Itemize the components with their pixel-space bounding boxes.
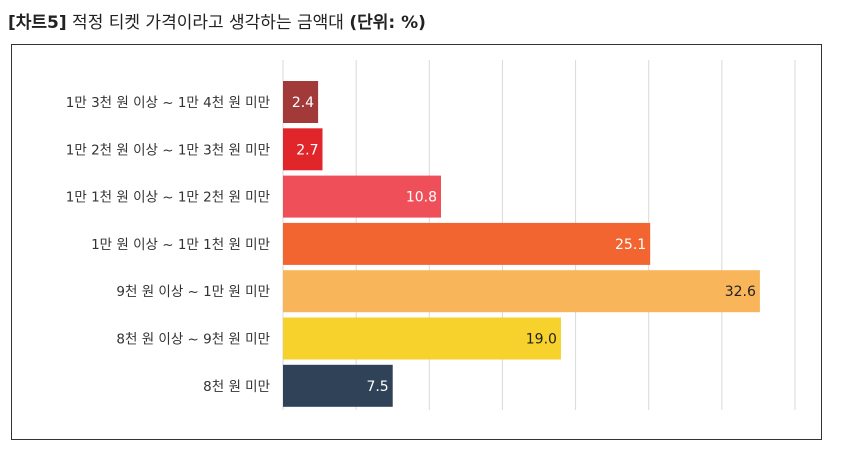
value-label-6: 7.5 (366, 379, 388, 395)
bar-2 (283, 175, 441, 218)
chart-title-text: 적정 티켓 가격이라고 생각하는 금액대 (66, 13, 350, 33)
bar-6 (283, 364, 393, 407)
bar-1 (283, 128, 323, 171)
category-label-4: 9천 원 이상 ~ 1만 원 미만 (116, 284, 270, 300)
bar-3 (283, 222, 651, 265)
category-label-3: 1만 원 이상 ~ 1만 1천 원 미만 (91, 237, 270, 253)
value-label-1: 2.7 (296, 142, 318, 158)
bar-4 (283, 270, 760, 313)
category-label-6: 8천 원 미만 (203, 379, 270, 395)
category-label-0: 1만 3천 원 이상 ~ 1만 4천 원 미만 (66, 95, 270, 111)
category-label-1: 1만 2천 원 이상 ~ 1만 3천 원 미만 (66, 142, 270, 158)
chart-title-tag: [차트5] (8, 13, 67, 33)
value-label-5: 19.0 (526, 332, 557, 348)
value-label-3: 25.1 (615, 237, 646, 253)
bar-0 (283, 81, 319, 123)
value-label-4: 32.6 (725, 284, 756, 300)
chart-title-unit: (단위: %) (349, 13, 426, 33)
category-label-5: 8천 원 이상 ~ 9천 원 미만 (116, 332, 270, 348)
value-label-0: 2.4 (292, 95, 314, 111)
chart-title: [차트5] 적정 티켓 가격이라고 생각하는 금액대 (단위: %) (8, 8, 426, 33)
bar-5 (283, 317, 561, 360)
category-label-2: 1만 1천 원 이상 ~ 1만 2천 원 미만 (66, 190, 270, 206)
value-label-2: 10.8 (406, 190, 437, 206)
